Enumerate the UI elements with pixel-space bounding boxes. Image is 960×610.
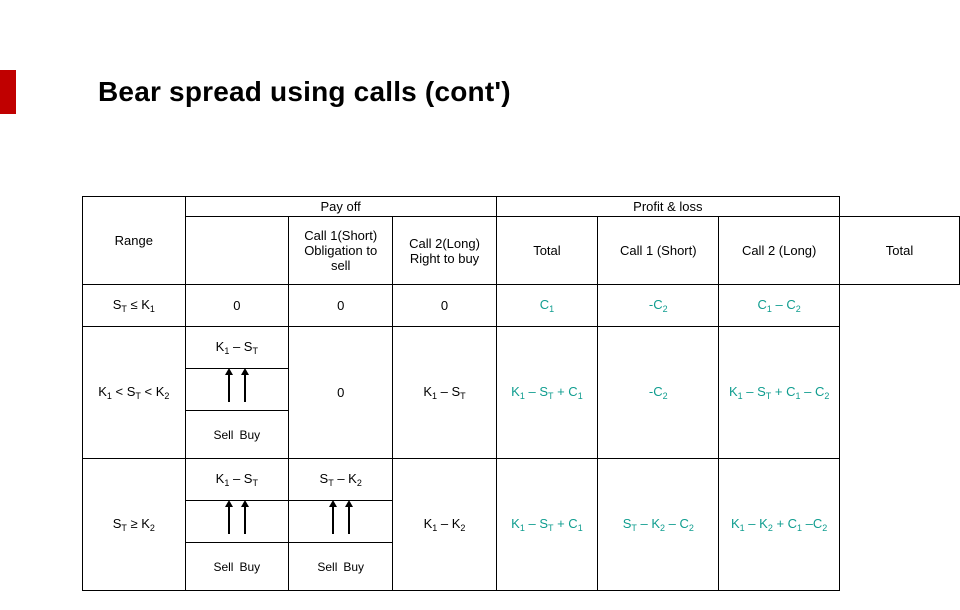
cell-r1-c3: 0 [393,285,496,327]
cell-r5-c1: K1 – ST [185,459,288,501]
cell-range-2: K1 < ST < K2 [83,327,186,459]
cell-arrows-1 [185,369,288,411]
cell-r5-c5: ST – K2 – C2 [598,459,719,591]
subhdr-pl-total: Total [840,217,960,285]
cell-sellbuy-2a: Sell Buy [185,543,288,591]
cell-r5-c6: K1 – K2 + C1 –C2 [719,459,840,591]
cell-r2-c5: -C2 [598,327,719,459]
title-row: Bear spread using calls (cont') [0,70,960,114]
cell-range-3: ST ≥ K2 [83,459,186,591]
up-arrow-icon [332,506,334,534]
subhdr-call1-short: Call 1(Short) Obligation to sell [288,217,392,285]
cell-arrows-2b [288,501,392,543]
hdr-profit-loss: Profit & loss [496,197,839,217]
cell-r2-c3: K1 – ST [393,327,496,459]
up-arrow-icon [244,374,246,402]
cell-r5-c4: K1 – ST + C1 [496,459,598,591]
cell-r1-c1: 0 [185,285,288,327]
row-st-ge-k2: ST ≥ K2 K1 – ST ST – K2 K1 – K2 K1 – ST … [83,459,960,501]
subhdr-pl-call2: Call 2 (Long) [719,217,840,285]
cell-r5-c2: ST – K2 [288,459,392,501]
cell-r2-c4: K1 – ST + C1 [496,327,598,459]
row-k1-minus-st-label: K1 < ST < K2 K1 – ST 0 K1 – ST K1 – ST +… [83,327,960,369]
cell-r5-c3: K1 – K2 [393,459,496,591]
page-title: Bear spread using calls (cont') [98,76,511,108]
row-st-le-k1: ST ≤ K1 0 0 0 C1 -C2 C1 – C2 [83,285,960,327]
cell-r1-c2: 0 [288,285,392,327]
label-buy: Buy [343,560,364,574]
cell-r1-c4: C1 [496,285,598,327]
subhdr-payoff-total: Total [496,217,598,285]
bear-spread-table: Range Pay off Profit & loss Call 1(Short… [82,196,960,591]
accent-bar [0,70,16,114]
up-arrow-icon [228,374,230,402]
up-arrow-icon [348,506,350,534]
label-buy: Buy [239,560,260,574]
subhdr-range-blank [185,217,288,285]
label-sell: Sell [317,560,337,574]
cell-sellbuy-2b: Sell Buy [288,543,392,591]
cell-arrows-2a [185,501,288,543]
label-buy: Buy [239,428,260,442]
hdr-range: Range [83,197,186,285]
subhdr-call2-long: Call 2(Long) Right to buy [393,217,496,285]
cell-r2-c2: 0 [288,327,392,459]
up-arrow-icon [228,506,230,534]
hdr-payoff: Pay off [185,197,496,217]
cell-r2-c1: K1 – ST [185,327,288,369]
cell-r1-c5: -C2 [598,285,719,327]
up-arrow-icon [244,506,246,534]
label-sell: Sell [213,428,233,442]
label-sell: Sell [213,560,233,574]
cell-sellbuy-1: Sell Buy [185,411,288,459]
cell-r1-c6: C1 – C2 [719,285,840,327]
table-header-row-1: Range Pay off Profit & loss [83,197,960,217]
cell-range-1: ST ≤ K1 [83,285,186,327]
cell-r2-c6: K1 – ST + C1 – C2 [719,327,840,459]
table-subheader-row: Call 1(Short) Obligation to sell Call 2(… [83,217,960,285]
subhdr-pl-call1: Call 1 (Short) [598,217,719,285]
